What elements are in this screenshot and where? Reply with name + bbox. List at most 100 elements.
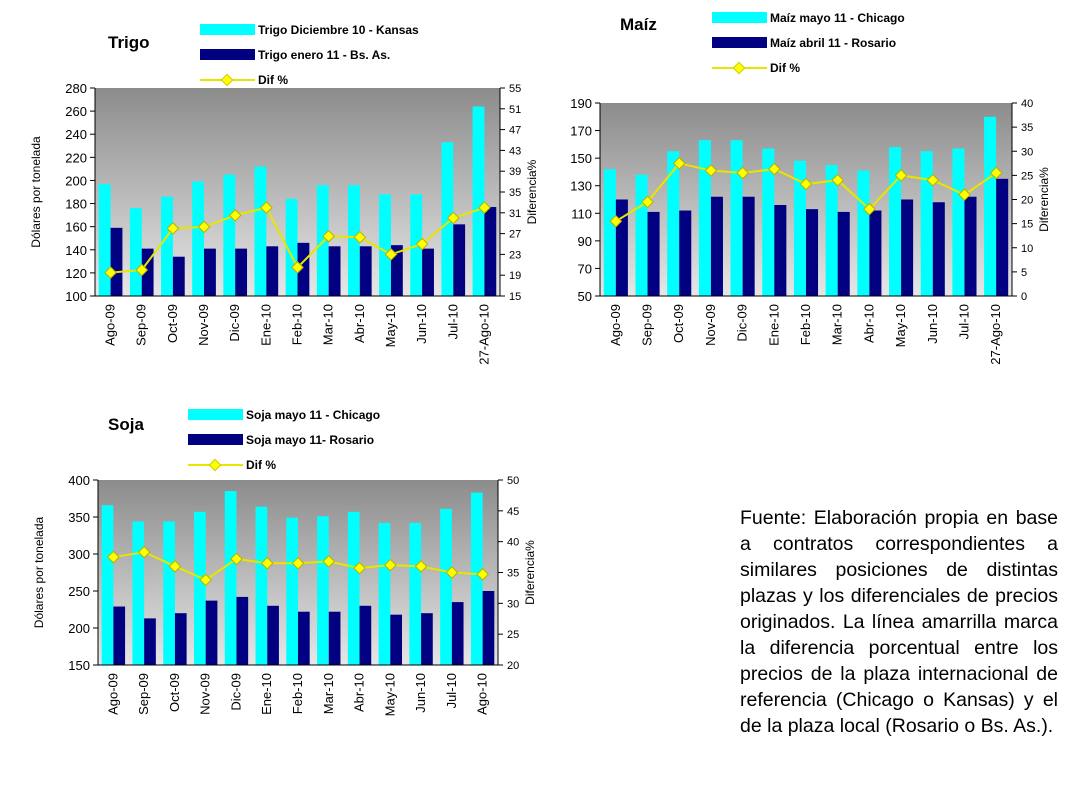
bar — [774, 205, 787, 296]
x-tick-label: Sep-09 — [136, 673, 151, 715]
bar — [825, 165, 838, 296]
y2-tick-label: 47 — [509, 125, 521, 137]
x-tick-label: Ene-10 — [259, 673, 274, 715]
bar — [390, 614, 402, 665]
bar — [742, 196, 755, 296]
legend-label: Dif % — [258, 73, 288, 87]
bar — [453, 224, 466, 296]
y-tick-label: 70 — [578, 261, 592, 276]
dif-marker — [107, 550, 120, 564]
bar — [98, 183, 111, 296]
y-tick-label: 200 — [65, 173, 87, 188]
x-tick-label: Jul-10 — [956, 304, 971, 339]
x-tick-label: Abr-10 — [352, 304, 367, 343]
bar — [267, 605, 279, 665]
dif-marker — [736, 166, 749, 180]
bar — [174, 613, 187, 665]
y2-tick-label: 25 — [1021, 170, 1033, 182]
x-tick-label: Ago-10 — [475, 673, 490, 715]
bar — [996, 178, 1009, 296]
y2-tick-label: 35 — [1021, 122, 1033, 134]
bar — [710, 196, 723, 296]
legend-label: Soja mayo 11- Rosario — [246, 433, 374, 447]
bar — [889, 147, 902, 296]
bar — [422, 248, 434, 296]
x-tick-label: Ago-09 — [608, 304, 623, 346]
y2-tick-label: 30 — [507, 598, 519, 610]
legend-swatch — [188, 409, 243, 420]
dif-marker — [672, 156, 686, 170]
bar — [144, 618, 156, 665]
y-tick-label: 170 — [570, 124, 592, 139]
bar — [379, 194, 391, 296]
x-tick-label: Abr-10 — [352, 673, 367, 712]
bar — [932, 202, 945, 296]
y-tick-label: 120 — [65, 266, 87, 281]
bar — [347, 511, 360, 665]
bar — [964, 196, 977, 296]
bar — [472, 106, 485, 296]
y2-tick-label: 27 — [509, 229, 521, 241]
y-axis-label: Dólares por tonelada — [29, 136, 43, 248]
y2-tick-label: 10 — [1021, 243, 1033, 255]
chart-title: Maíz — [620, 15, 657, 34]
y2-axis-label: Diferencia% — [523, 540, 537, 605]
y2-tick-label: 30 — [1021, 146, 1033, 158]
bar — [901, 199, 914, 296]
bar — [110, 227, 123, 296]
y2-tick-label: 25 — [507, 629, 519, 641]
dif-marker — [322, 229, 336, 243]
dif-marker — [199, 573, 213, 587]
dif-marker — [322, 555, 336, 568]
y-tick-label: 280 — [65, 81, 87, 96]
dif-marker — [353, 230, 367, 244]
bar — [297, 242, 310, 296]
legend-swatch — [200, 49, 255, 60]
dif-marker — [228, 209, 242, 222]
x-tick-label: Feb-10 — [798, 304, 813, 345]
x-tick-label: Oct-09 — [165, 304, 180, 343]
bar — [441, 142, 454, 296]
dif-marker — [415, 237, 429, 251]
dif-marker — [135, 263, 149, 277]
bar — [390, 245, 403, 296]
bar — [603, 169, 616, 296]
dif-marker — [641, 195, 654, 209]
bar — [359, 605, 372, 665]
y-tick-label: 400 — [68, 473, 90, 488]
bar — [286, 517, 298, 665]
dif-marker — [197, 220, 211, 234]
dif-marker — [230, 552, 243, 566]
y-tick-label: 130 — [570, 179, 592, 194]
x-tick-label: Feb-10 — [290, 673, 305, 714]
x-tick-label: Mar-10 — [321, 673, 336, 714]
x-tick-label: Nov-09 — [196, 304, 211, 346]
bar — [328, 611, 341, 665]
y2-tick-label: 35 — [509, 187, 521, 199]
dif-marker — [894, 169, 908, 182]
bar — [236, 596, 249, 665]
bar — [347, 185, 360, 296]
bar — [192, 181, 205, 296]
bar — [869, 210, 882, 296]
legend-label: Trigo enero 11 - Bs. As. — [258, 48, 390, 62]
bar — [359, 246, 372, 296]
legend-marker — [208, 458, 222, 472]
y2-tick-label: 15 — [1021, 219, 1033, 231]
dif-marker — [353, 561, 366, 575]
x-tick-label: Abr-10 — [861, 304, 876, 343]
dif-marker — [476, 567, 489, 581]
y2-tick-label: 43 — [509, 145, 521, 157]
bar — [698, 140, 711, 296]
y-tick-label: 190 — [570, 96, 592, 111]
dif-marker — [383, 558, 397, 572]
x-tick-label: May-10 — [383, 304, 398, 347]
legend-marker — [220, 73, 234, 87]
legend-swatch — [712, 37, 767, 48]
x-tick-label: Mar-10 — [830, 304, 845, 345]
bar — [920, 151, 933, 296]
y2-tick-label: 0 — [1021, 291, 1027, 303]
legend-label: Dif % — [246, 458, 276, 472]
dif-marker — [414, 559, 428, 573]
x-tick-label: May-10 — [382, 673, 397, 716]
